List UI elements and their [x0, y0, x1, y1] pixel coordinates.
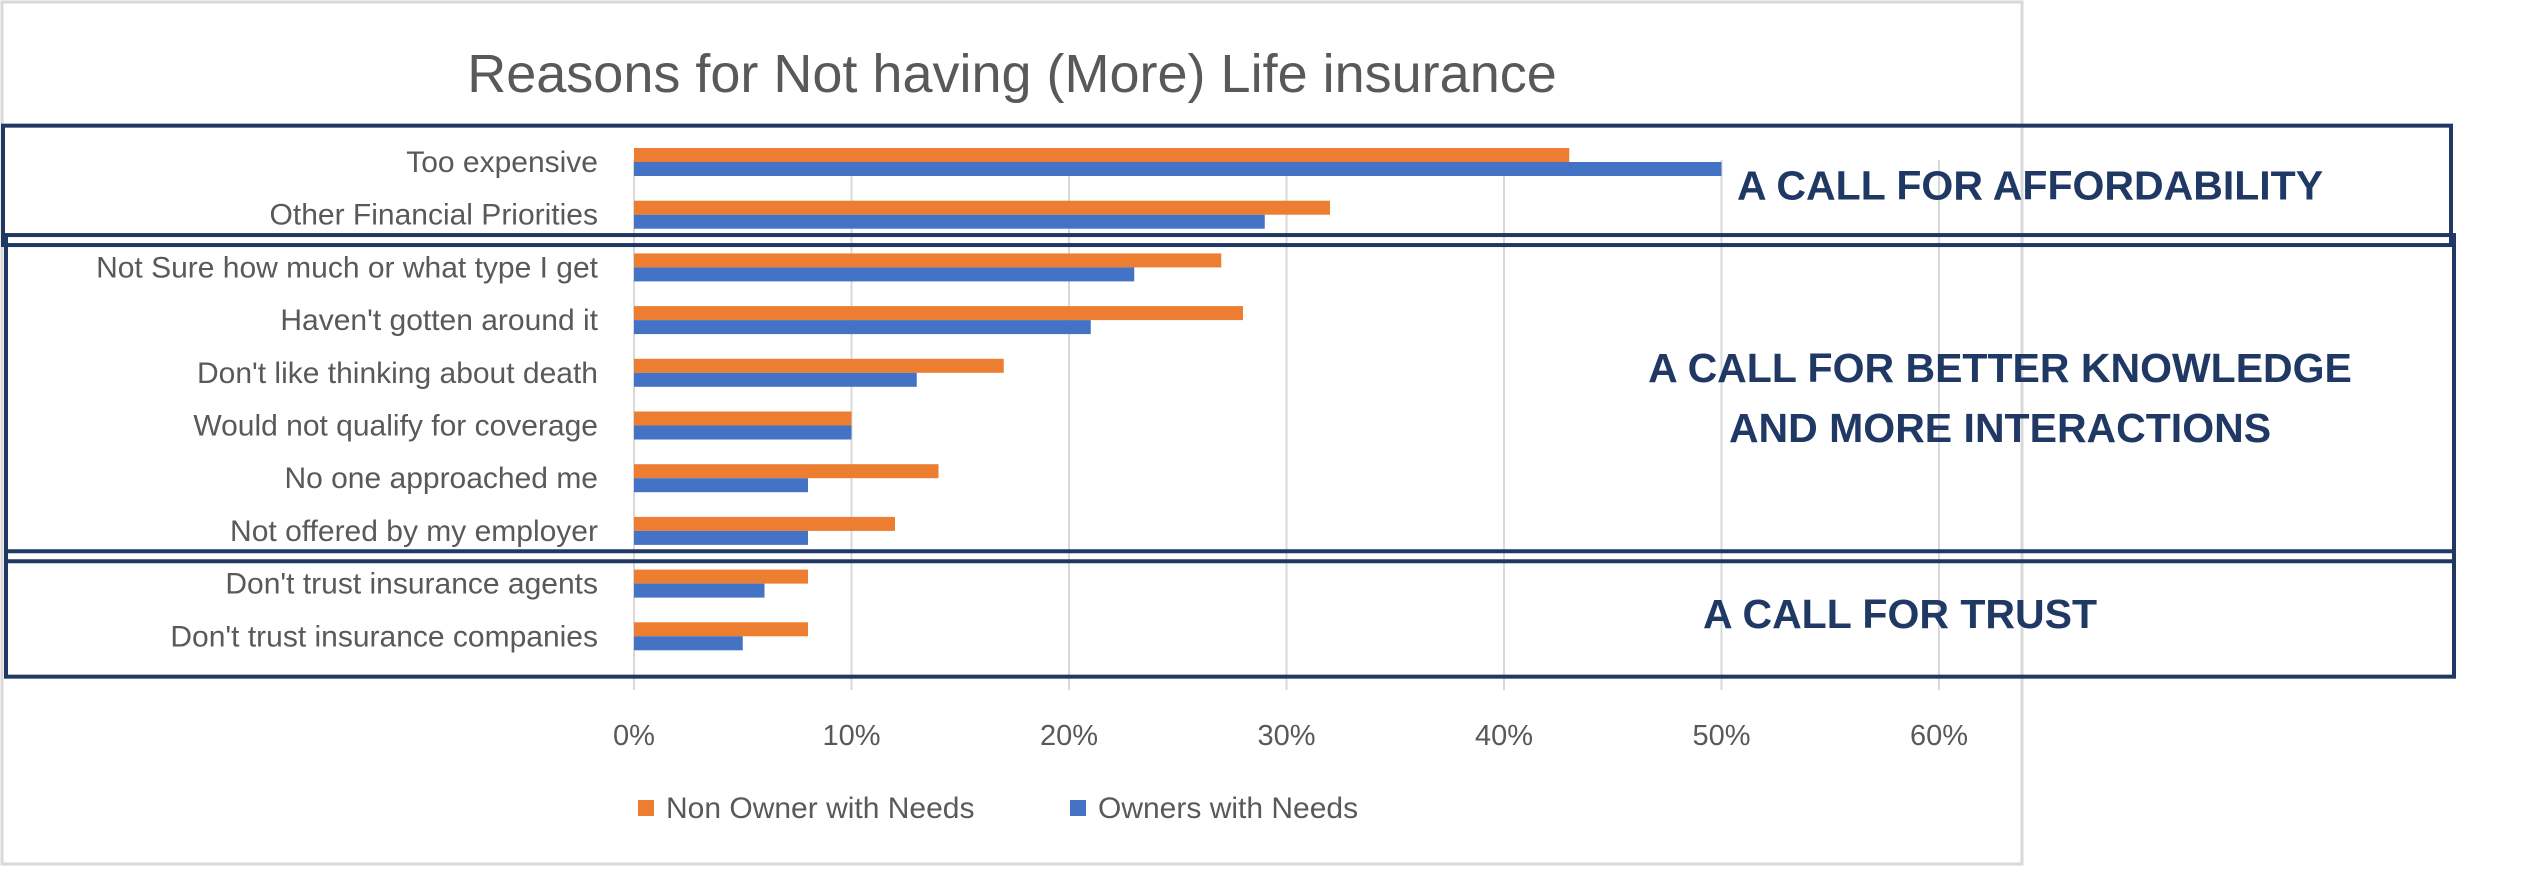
x-tick-label: 30%: [1257, 720, 1315, 752]
category-label: Too expensive: [406, 146, 598, 179]
category-label: Not offered by my employer: [230, 515, 598, 548]
x-tick-label: 40%: [1475, 720, 1533, 752]
legend: Non Owner with Needs Owners with Needs: [638, 792, 1358, 825]
bar-non-owner: [634, 622, 808, 637]
x-tick-label: 10%: [822, 720, 880, 752]
bar-non-owner: [634, 569, 808, 584]
callout-box: [4, 549, 2456, 679]
category-label: Haven't gotten around it: [280, 304, 598, 337]
x-tick-label: 60%: [1910, 720, 1968, 752]
bar-owner: [634, 214, 1265, 229]
bar-owner: [634, 372, 917, 387]
bar-non-owner: [634, 358, 1004, 373]
category-labels: Too expensive Other Financial Priorities N…: [96, 146, 599, 653]
gridlines: [633, 160, 1940, 690]
callout-text: A CALL FOR BETTER KNOWLEDGE: [1648, 345, 2352, 391]
category-label: No one approached me: [284, 462, 598, 495]
category-label: Other Financial Priorities: [270, 199, 598, 232]
legend-label: Non Owner with Needs: [666, 792, 974, 825]
callout-text: A CALL FOR TRUST: [1703, 591, 2097, 637]
bar-non-owner: [634, 200, 1330, 215]
category-label: Not Sure how much or what type I get: [96, 251, 599, 284]
bar-owner: [634, 162, 1722, 176]
bar-owner: [634, 583, 765, 598]
bar-owner: [634, 530, 808, 545]
category-label: Don't trust insurance companies: [170, 620, 598, 653]
bar-non-owner: [634, 306, 1243, 321]
legend-swatch: [1070, 800, 1086, 816]
bar-owner: [634, 425, 852, 440]
callout-box: [1, 123, 2453, 248]
callout-text: AND MORE INTERACTIONS: [1729, 405, 2271, 451]
bars: [634, 148, 1722, 651]
callout-boxes: A CALL FOR AFFORDABILITY A CALL FOR BETTE…: [1, 123, 2456, 679]
bar-owner: [634, 267, 1135, 282]
chart-area-border: [0, 0, 2024, 866]
bar-owner: [634, 320, 1091, 335]
x-tick-label: 20%: [1040, 720, 1098, 752]
callout-text: A CALL FOR AFFORDABILITY: [1737, 162, 2323, 208]
bar-non-owner: [634, 516, 895, 531]
bar-owner: [634, 478, 808, 493]
category-label: Don't trust insurance agents: [225, 568, 598, 601]
x-tick-label: 0%: [613, 720, 655, 752]
category-label: Don't like thinking about death: [197, 357, 598, 390]
legend-label: Owners with Needs: [1098, 792, 1358, 825]
category-label: Would not qualify for coverage: [193, 410, 598, 443]
bar-non-owner: [634, 148, 1570, 162]
bar-non-owner: [634, 253, 1222, 268]
legend-swatch: [638, 800, 654, 816]
bar-non-owner: [634, 464, 939, 479]
callout-box: [4, 233, 2456, 564]
x-tick-label: 50%: [1692, 720, 1750, 752]
bar-owner: [634, 636, 743, 651]
chart-title: Reasons for Not having (More) Life insur…: [467, 44, 1557, 104]
x-tick-labels: 0% 10% 20% 30% 40% 50% 60%: [613, 720, 1968, 752]
bar-non-owner: [634, 411, 852, 426]
